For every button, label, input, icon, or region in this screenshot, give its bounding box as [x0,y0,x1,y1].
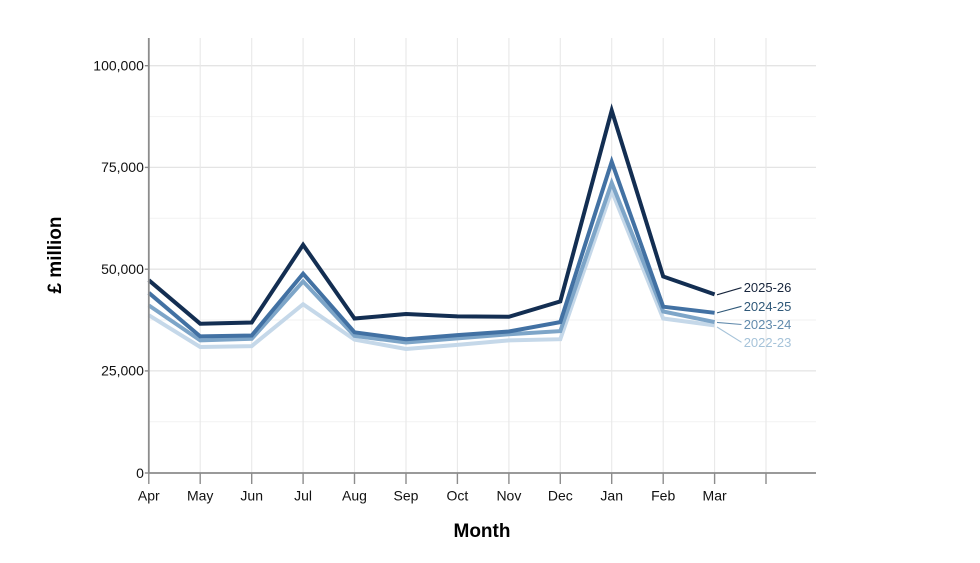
svg-text:Dec: Dec [548,488,573,504]
svg-text:Month: Month [454,521,511,542]
svg-text:25,000: 25,000 [101,363,144,379]
svg-text:Nov: Nov [496,488,521,504]
svg-text:100,000: 100,000 [93,58,144,74]
svg-text:2024-25: 2024-25 [744,299,792,314]
svg-text:Aug: Aug [342,488,367,504]
svg-text:£ million: £ million [45,216,66,293]
svg-text:75,000: 75,000 [101,159,144,175]
svg-text:2022-23: 2022-23 [744,335,792,350]
svg-text:Apr: Apr [138,488,160,504]
svg-text:Mar: Mar [703,488,727,504]
svg-text:2023-24: 2023-24 [744,317,792,332]
svg-text:50,000: 50,000 [101,261,144,277]
svg-text:0: 0 [136,465,144,481]
svg-text:May: May [187,488,213,504]
svg-text:Jan: Jan [600,488,623,504]
svg-text:Feb: Feb [651,488,675,504]
svg-text:Jun: Jun [240,488,263,504]
svg-text:Jul: Jul [294,488,312,504]
svg-text:Sep: Sep [394,488,419,504]
svg-text:Oct: Oct [447,488,469,504]
svg-text:2025-26: 2025-26 [744,280,792,295]
